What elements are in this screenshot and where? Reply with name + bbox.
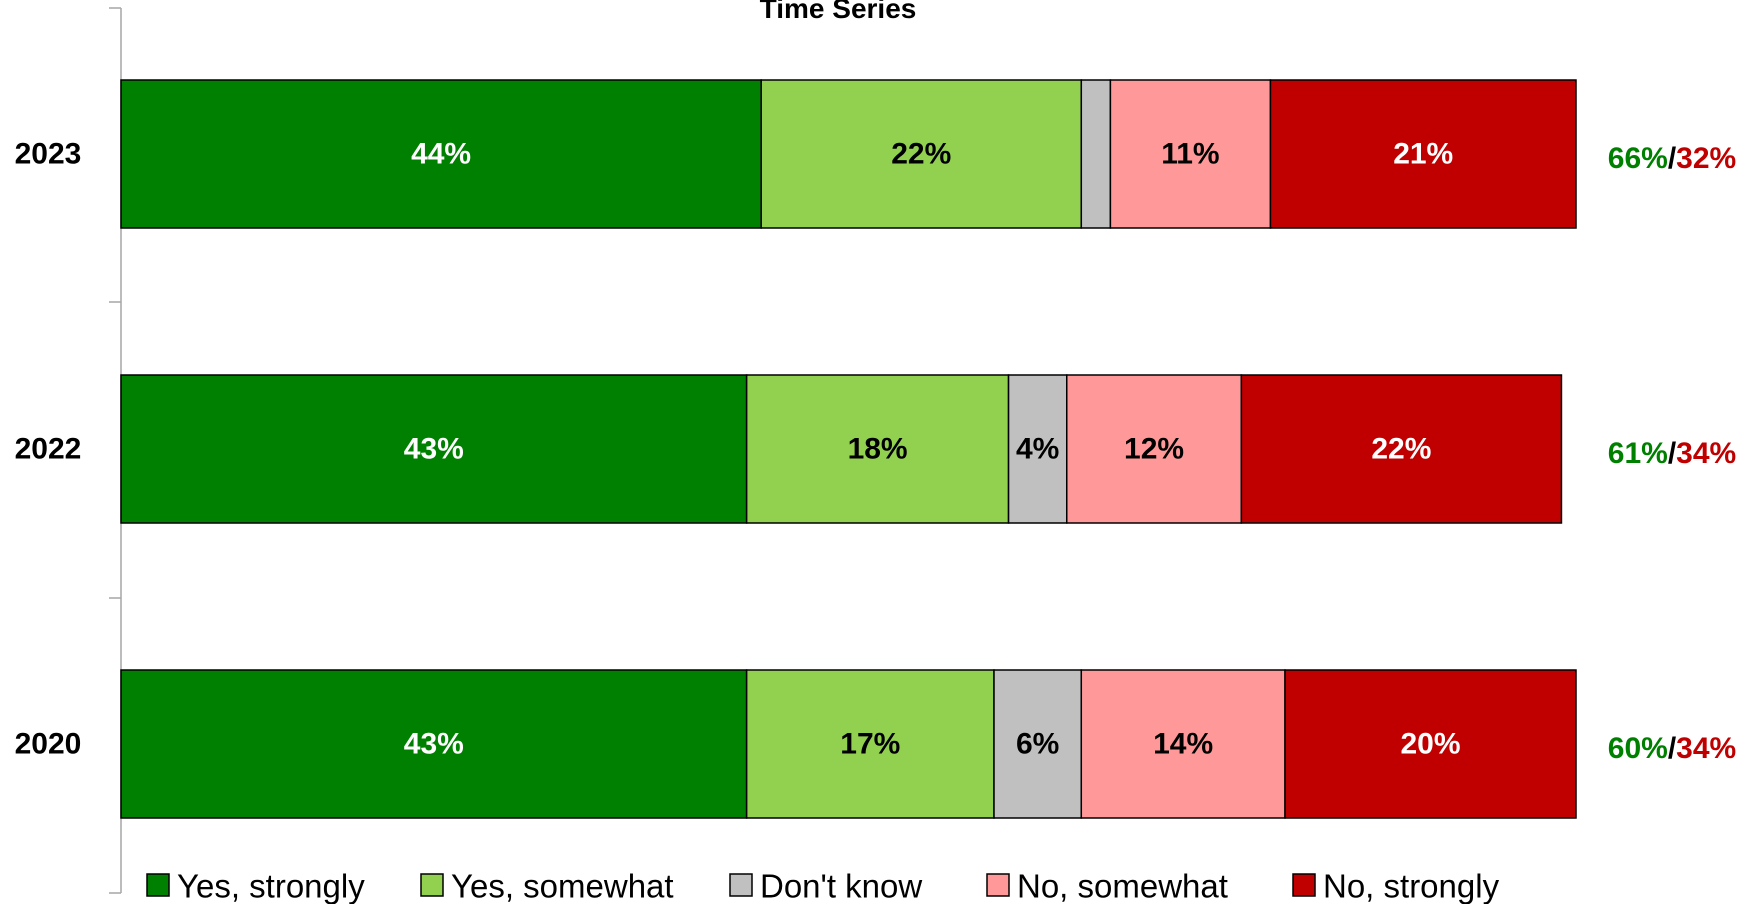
data-label-no-somewhat-2022: 12% <box>1124 433 1184 466</box>
bar-don-t-know-2023 <box>1080 79 1112 229</box>
data-label-yes-strongly-2023: 44% <box>411 138 471 171</box>
legend-label-yes-somewhat: Yes, somewhat <box>451 868 674 904</box>
category-label-2020: 2020 <box>15 728 82 761</box>
data-label-yes-strongly-2022: 43% <box>404 433 464 466</box>
summary-sep-2022: / <box>1668 437 1677 470</box>
category-labels: 2023 2022 2020 <box>15 138 82 761</box>
bar-no-strongly-2023 <box>1269 79 1577 229</box>
bar-yes-somewhat-2020 <box>745 669 995 819</box>
data-label-no-strongly-2023: 21% <box>1393 138 1453 171</box>
bar-yes-somewhat-2023 <box>760 79 1083 229</box>
bar-no-strongly-2020 <box>1284 669 1577 819</box>
bar-yes-somewhat-2022 <box>745 374 1010 524</box>
summary-sep-2023: / <box>1668 142 1677 175</box>
legend-swatch-yes-somewhat <box>420 873 444 897</box>
data-label-yes-strongly-2020: 43% <box>404 728 464 761</box>
data-label-yes-somewhat-2023: 22% <box>891 138 951 171</box>
bar-no-somewhat-2023 <box>1109 79 1272 229</box>
summary-no-2022: 34% <box>1676 437 1736 470</box>
bars: 44% 22% 11% 21% 43% 18% 4% 12% 22% 43% 17% 6% 14% 20% <box>120 79 1577 819</box>
legend-label-no-somewhat: No, somewhat <box>1017 868 1228 904</box>
category-label-2023: 2023 <box>15 138 82 171</box>
legend-label-yes-strongly: Yes, strongly <box>177 868 365 904</box>
category-axis <box>109 7 122 894</box>
bar-don-t-know-2022 <box>1007 374 1068 524</box>
summary-yes-2023: 66% <box>1608 142 1668 175</box>
data-label-yes-somewhat-2020: 17% <box>840 728 900 761</box>
legend-swatch-no-somewhat <box>986 873 1010 897</box>
data-label-no-somewhat-2023: 11% <box>1161 138 1219 171</box>
summary-sep-2020: / <box>1668 732 1677 765</box>
summary-yes-2022: 61% <box>1608 437 1668 470</box>
category-label-2022: 2022 <box>15 433 82 466</box>
data-label-no-strongly-2022: 22% <box>1371 433 1431 466</box>
summary-no-2020: 34% <box>1676 732 1736 765</box>
legend-label-don-t-know: Don't know <box>760 868 922 904</box>
summary-yes-2020: 60% <box>1608 732 1668 765</box>
legend: Yes, strongly Yes, somewhat Don't know No, … <box>146 868 1500 904</box>
legend-swatch-yes-strongly <box>146 873 170 897</box>
bar-yes-strongly-2023 <box>120 79 762 229</box>
summary-no-2023: 32% <box>1676 142 1736 175</box>
summary-2023: 66%/32% <box>1608 142 1736 175</box>
bar-no-strongly-2022 <box>1240 374 1563 524</box>
summary-2020: 60%/34% <box>1608 732 1736 765</box>
legend-label-no-strongly: No, strongly <box>1323 868 1500 904</box>
chart-title: Time Series <box>760 0 917 24</box>
legend-swatch-don-t-know <box>729 873 753 897</box>
summaries: 66%/32%61%/34%60%/34% <box>1608 142 1736 765</box>
data-label-don-t-know-2022: 4% <box>1016 433 1059 466</box>
legend-swatch-no-strongly <box>1292 873 1316 897</box>
data-label-don-t-know-2020: 6% <box>1016 728 1059 761</box>
bar-yes-strongly-2020 <box>120 669 748 819</box>
data-label-no-somewhat-2020: 14% <box>1153 728 1213 761</box>
bar-yes-strongly-2022 <box>120 374 748 524</box>
data-label-yes-somewhat-2022: 18% <box>848 433 908 466</box>
summary-2022: 61%/34% <box>1608 437 1736 470</box>
bar-no-somewhat-2020 <box>1080 669 1286 819</box>
data-label-no-strongly-2020: 20% <box>1400 728 1460 761</box>
